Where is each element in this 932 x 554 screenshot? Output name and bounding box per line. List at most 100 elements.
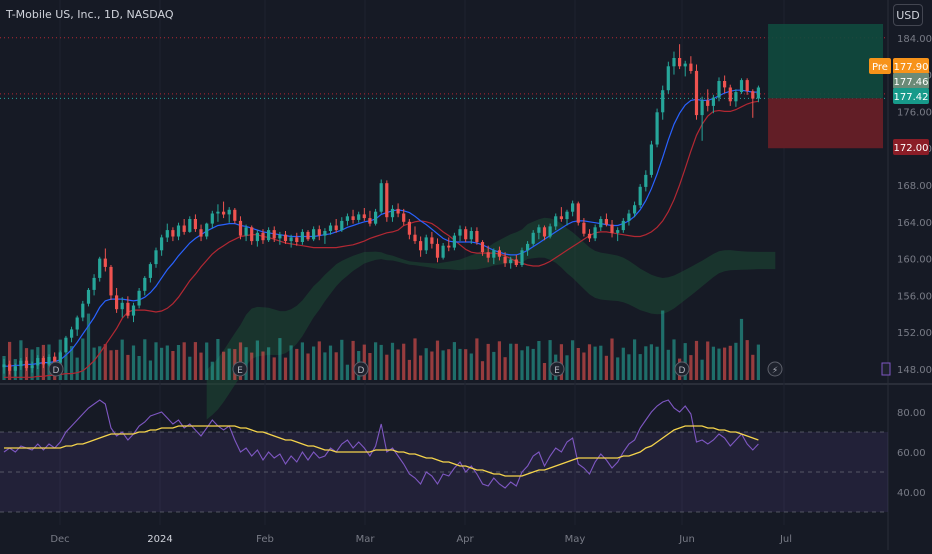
volume-bar <box>452 342 456 380</box>
candle-body <box>75 317 79 330</box>
candle-body <box>633 205 637 214</box>
candle-body <box>526 243 530 251</box>
volume-bar <box>193 342 197 380</box>
candle-body <box>723 81 727 88</box>
volume-bar <box>216 339 220 380</box>
candle-body <box>120 302 124 310</box>
candle-body <box>413 234 417 242</box>
candle-body <box>199 229 203 237</box>
candle <box>86 288 91 307</box>
candle <box>24 357 29 371</box>
candle-body <box>402 213 406 222</box>
rsi-ma-line <box>4 425 759 477</box>
candle-body <box>694 70 699 116</box>
event-marker: D <box>48 361 64 377</box>
event-marker: ⚡ <box>767 361 783 377</box>
candle <box>599 216 603 231</box>
candle-body <box>165 230 169 238</box>
volume-bar <box>351 340 355 380</box>
candle-body <box>222 211 226 215</box>
candle <box>751 89 755 118</box>
candle <box>633 201 637 218</box>
rsi-tick-label: 80.00 <box>897 408 926 419</box>
volume-bar <box>638 354 642 380</box>
candle-body <box>627 213 631 221</box>
candle <box>723 75 727 93</box>
volume-bar <box>661 310 665 380</box>
volume-bar <box>655 346 659 380</box>
volume-bar <box>723 347 727 380</box>
volume-bar <box>424 348 428 380</box>
volume-bar <box>599 345 603 380</box>
candle <box>205 222 209 240</box>
candle <box>683 60 687 77</box>
volume-bar <box>514 343 518 380</box>
candle-body <box>312 229 316 240</box>
candle <box>362 208 366 221</box>
volume-bar <box>593 346 597 380</box>
time-tick-label: Feb <box>256 534 274 545</box>
candle-body <box>193 219 197 230</box>
event-marker-circle <box>767 361 783 377</box>
candle-body <box>678 58 682 67</box>
candle <box>126 296 130 319</box>
candle <box>188 216 192 233</box>
candle <box>396 203 400 218</box>
candle <box>137 288 141 309</box>
candlesticks[interactable] <box>2 44 760 377</box>
candle <box>345 213 349 226</box>
candle-body <box>587 233 592 239</box>
pre-label-badge: Pre <box>869 58 891 74</box>
event-marker-label: D <box>53 366 60 376</box>
volume-bar <box>283 357 288 380</box>
candle <box>649 140 653 178</box>
candle-body <box>638 186 642 206</box>
candle <box>328 222 333 235</box>
candle <box>233 208 237 224</box>
symbol-title[interactable]: T-Mobile US, Inc., 1D, NASDAQ <box>5 8 174 21</box>
candle-body <box>205 223 209 237</box>
candle-body <box>514 259 518 265</box>
candle <box>452 232 456 251</box>
volume-bar <box>745 340 749 380</box>
volume-bar <box>458 348 462 380</box>
stop-price-badge-bg <box>893 139 929 155</box>
candle <box>672 51 676 75</box>
candle-body <box>593 227 597 239</box>
volume-bar <box>171 351 175 380</box>
candle <box>317 225 321 241</box>
candle-body <box>683 63 687 67</box>
candle-body <box>143 277 147 291</box>
volume-bar <box>610 338 614 380</box>
candle <box>210 210 214 229</box>
candle <box>64 335 68 355</box>
candle-body <box>306 231 310 240</box>
volume-bar <box>261 351 265 380</box>
volume-bar <box>390 342 395 380</box>
candle <box>655 108 659 148</box>
candle <box>374 208 378 226</box>
time-tick-label: May <box>565 534 586 545</box>
price-badges: 177.90 Pre 177.46 177.42 172.00 <box>869 58 929 155</box>
currency-button[interactable]: USD <box>893 4 923 26</box>
volume-bar <box>441 350 445 380</box>
volume-bar <box>289 345 293 380</box>
candle <box>199 224 203 242</box>
candle <box>58 350 62 365</box>
candle <box>531 230 535 246</box>
volume-bar <box>756 344 760 380</box>
candle <box>2 358 6 374</box>
candle <box>222 201 226 219</box>
candle-body <box>13 366 17 371</box>
candle-body <box>267 230 271 241</box>
volume-bar <box>396 349 400 380</box>
candle-body <box>520 250 524 265</box>
candle <box>340 217 344 232</box>
candle <box>661 85 665 120</box>
long-position-tool[interactable] <box>768 24 883 149</box>
volume-bar <box>475 338 479 380</box>
volume-bar <box>64 354 68 380</box>
event-markers[interactable]: D E D E D ⚡ <box>48 361 891 377</box>
candle-body <box>227 209 231 215</box>
